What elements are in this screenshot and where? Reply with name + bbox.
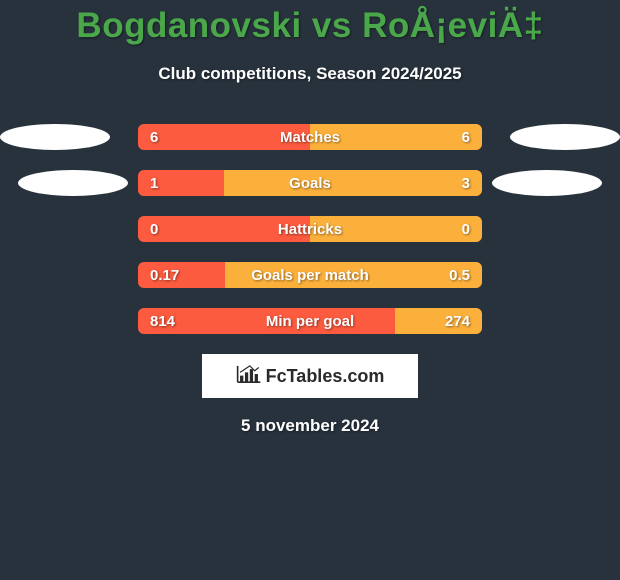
metric-bar: 0.17Goals per match0.5	[138, 262, 482, 288]
comparison-subtitle: Club competitions, Season 2024/2025	[0, 64, 620, 84]
metric-label: Goals	[138, 170, 482, 196]
right-value: 0.5	[449, 262, 470, 288]
right-value: 3	[462, 170, 470, 196]
comparison-row: 0Hattricks0	[0, 216, 620, 242]
brand-card: FcTables.com	[202, 354, 418, 398]
snapshot-date: 5 november 2024	[0, 416, 620, 436]
right-ellipse-spacer	[510, 216, 620, 242]
metric-label: Goals per match	[138, 262, 482, 288]
right-ellipse-spacer	[510, 262, 620, 288]
metric-label: Hattricks	[138, 216, 482, 242]
right-ellipse-spacer	[510, 308, 620, 334]
comparison-rows: 6Matches6 1Goals3 0Hattricks0 0.17Goals per…	[0, 124, 620, 334]
comparison-row: 6Matches6	[0, 124, 620, 150]
left-ellipse-spacer	[0, 262, 110, 288]
metric-bar: 1Goals3	[138, 170, 482, 196]
metric-label: Matches	[138, 124, 482, 150]
bar-chart-icon	[236, 363, 262, 390]
player-left-name: Bogdanovski	[76, 6, 301, 45]
comparison-row: 814Min per goal274	[0, 308, 620, 334]
metric-bar: 0Hattricks0	[138, 216, 482, 242]
comparison-row: 0.17Goals per match0.5	[0, 262, 620, 288]
right-ellipse	[510, 124, 620, 150]
player-right-name: RoÅ¡eviÄ‡	[362, 6, 543, 45]
left-ellipse	[18, 170, 128, 196]
right-ellipse	[492, 170, 602, 196]
metric-bar: 6Matches6	[138, 124, 482, 150]
comparison-row: 1Goals3	[0, 170, 620, 196]
left-ellipse-spacer	[0, 216, 110, 242]
left-ellipse	[0, 124, 110, 150]
right-value: 6	[462, 124, 470, 150]
left-ellipse-spacer	[0, 308, 110, 334]
brand-text: FcTables.com	[266, 366, 385, 387]
right-value: 274	[445, 308, 470, 334]
comparison-title: Bogdanovski vs RoÅ¡eviÄ‡	[0, 0, 620, 46]
metric-bar: 814Min per goal274	[138, 308, 482, 334]
metric-label: Min per goal	[138, 308, 482, 334]
vs-separator: vs	[312, 6, 352, 45]
right-value: 0	[462, 216, 470, 242]
